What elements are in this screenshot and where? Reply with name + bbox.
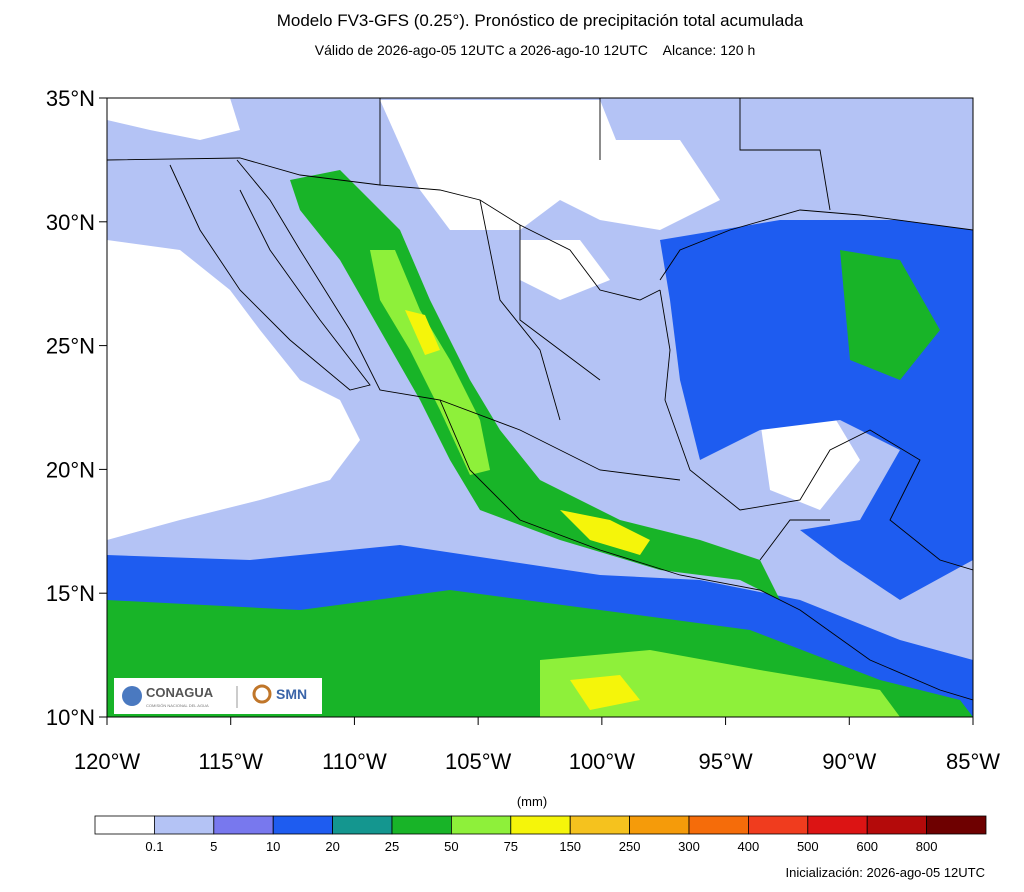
colorbar-swatch	[629, 815, 690, 835]
lat-label: 15°N	[46, 581, 95, 606]
dry-area	[107, 240, 360, 540]
lat-label: 20°N	[46, 457, 95, 482]
colorbar-label: 150	[559, 839, 581, 854]
lon-label: 100°W	[569, 749, 636, 774]
border	[439, 199, 830, 561]
wet-ocean	[570, 675, 640, 710]
colorbar-swatch	[332, 815, 393, 835]
lat-label: 35°N	[46, 86, 95, 111]
colorbar-label: 50	[444, 839, 458, 854]
colorbar-swatch	[213, 815, 274, 835]
subtitle: Válido de 2026-ago-05 12UTC a 2026-ago-1…	[315, 42, 756, 58]
wet-gulf	[840, 250, 940, 380]
border	[379, 98, 831, 211]
smn-icon	[252, 684, 272, 704]
wet-sierra	[290, 170, 780, 600]
colorbar-label: 75	[504, 839, 518, 854]
lon-label: 95°W	[699, 749, 753, 774]
colorbar-swatch	[153, 815, 215, 835]
smn-logo: SMN	[276, 686, 307, 702]
lat-label: 10°N	[46, 705, 95, 730]
logo-background	[114, 678, 322, 714]
colorbar-swatch	[926, 815, 987, 835]
colorbar-label: 300	[678, 839, 700, 854]
coast	[236, 159, 973, 701]
lon-label: 120°W	[74, 749, 141, 774]
wet-sierra	[560, 510, 650, 555]
colorbar-swatch	[94, 815, 155, 835]
map-frame	[106, 97, 974, 718]
conagua-icon	[122, 686, 142, 706]
colorbar-label: 5	[210, 839, 217, 854]
coast	[169, 164, 371, 391]
precip-field	[107, 98, 973, 717]
colorbar-label: 20	[325, 839, 339, 854]
colorbar-label: 250	[619, 839, 641, 854]
lon-label: 90°W	[822, 749, 876, 774]
colorbar-swatch	[688, 815, 749, 835]
lon-label: 115°W	[198, 749, 263, 774]
coast	[659, 289, 973, 571]
lat-label: 30°N	[46, 210, 95, 235]
lon-label: 110°W	[322, 749, 387, 774]
map-axes: 35°N 30°N 25°N 20°N 15°N 10°N 120°W 115°W 110°W 1…	[46, 86, 1000, 774]
colorbar-swatch	[866, 815, 928, 835]
colorbar-swatch	[450, 815, 512, 835]
colorbar: 0.1 5 10 20 25 50 75 150 250 300 400 500 600 800	[94, 815, 987, 854]
wet-sierra	[405, 310, 440, 355]
dry-area	[520, 140, 720, 230]
conagua-logo: CONAGUA	[146, 685, 214, 700]
lat-label: 25°N	[46, 334, 95, 359]
colorbar-label: 800	[916, 839, 938, 854]
title: Modelo FV3-GFS (0.25°). Pronóstico de pr…	[277, 11, 804, 30]
colorbar-label: 600	[856, 839, 878, 854]
wet-sierra	[370, 250, 490, 475]
colorbar-swatch	[510, 815, 571, 835]
colorbar-label: 25	[385, 839, 399, 854]
colorbar-swatch	[807, 815, 868, 835]
conagua-subtitle: COMISIÓN NACIONAL DEL AGUA	[146, 703, 209, 708]
colorbar-swatch	[391, 815, 452, 835]
coast	[659, 209, 973, 281]
colorbar-label: 0.1	[145, 839, 163, 854]
dry-area	[520, 240, 610, 300]
colorbar-swatch	[748, 815, 809, 835]
logo-box: CONAGUA COMISIÓN NACIONAL DEL AGUA SMN	[114, 678, 322, 714]
colorbar-swatch	[569, 815, 631, 835]
colorbar-label: 400	[738, 839, 760, 854]
colorbar-swatch	[272, 815, 334, 835]
init-time: Inicialización: 2026-ago-05 12UTC	[786, 865, 985, 880]
coastlines	[107, 98, 973, 701]
colorbar-label: 10	[266, 839, 280, 854]
dry-area	[760, 410, 860, 510]
lon-label: 105°W	[445, 749, 512, 774]
colorbar-unit: (mm)	[517, 794, 547, 809]
lon-label: 85°W	[946, 749, 1000, 774]
dry-area	[107, 98, 240, 140]
colorbar-label: 500	[797, 839, 819, 854]
